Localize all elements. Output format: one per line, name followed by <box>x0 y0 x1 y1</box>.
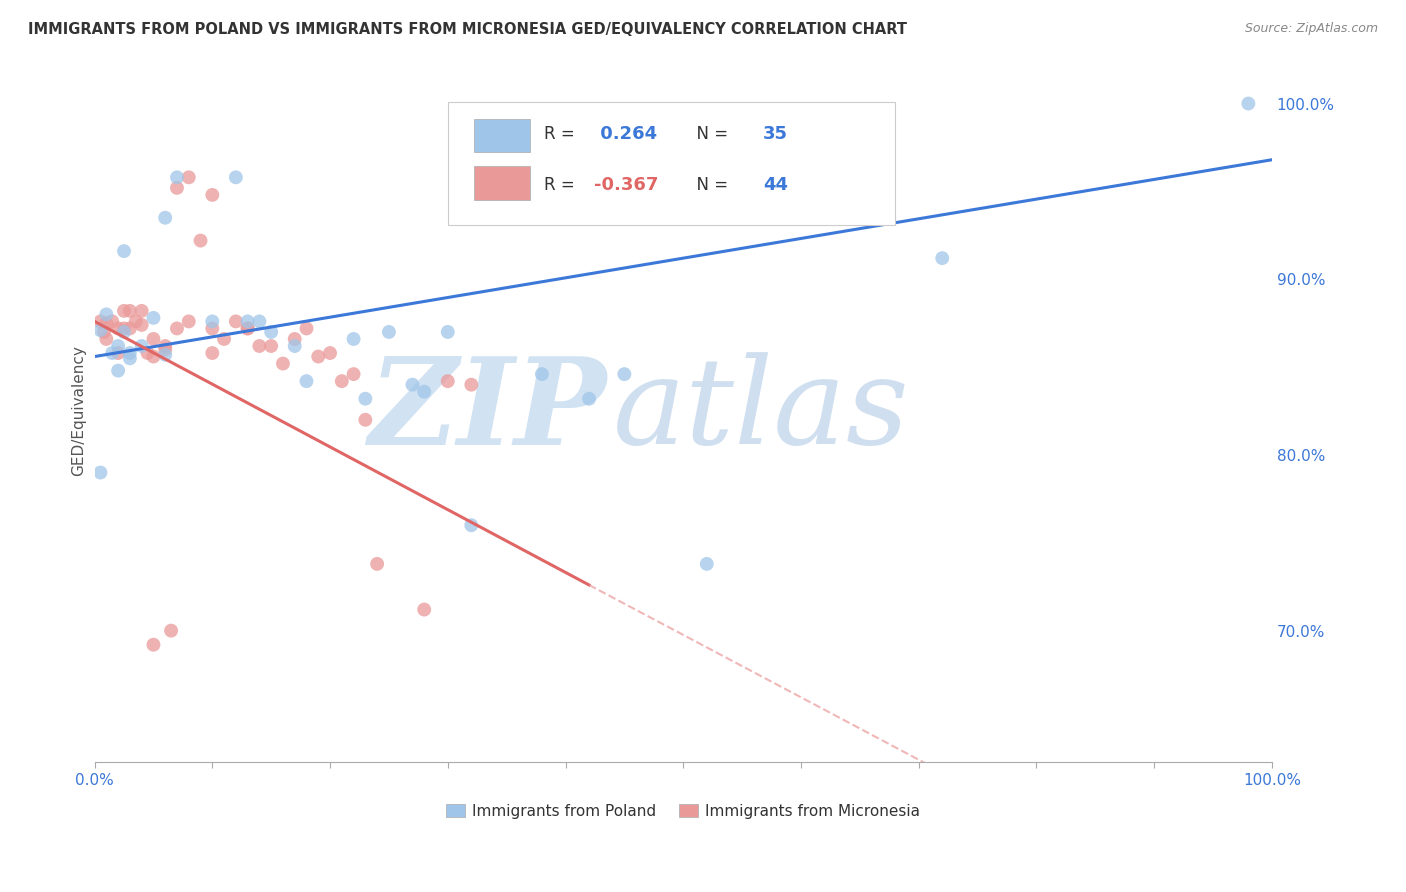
Point <box>225 314 247 328</box>
Point <box>225 170 247 185</box>
Point <box>201 346 224 360</box>
Point <box>96 332 118 346</box>
Point <box>342 367 364 381</box>
Point <box>107 363 129 377</box>
Point <box>378 325 401 339</box>
Text: 0.264: 0.264 <box>593 125 657 143</box>
FancyBboxPatch shape <box>474 167 530 200</box>
Point <box>354 392 377 406</box>
Point <box>696 557 718 571</box>
Point <box>413 384 436 399</box>
Point <box>460 377 482 392</box>
Point <box>260 339 283 353</box>
Point <box>166 321 188 335</box>
Point <box>236 314 259 328</box>
Point <box>107 321 129 335</box>
Point <box>354 413 377 427</box>
Point <box>112 304 135 318</box>
Point <box>307 350 329 364</box>
Point <box>166 181 188 195</box>
Point <box>1237 96 1260 111</box>
Text: R =: R = <box>544 176 581 194</box>
Point <box>436 325 458 339</box>
Point <box>112 321 135 335</box>
FancyBboxPatch shape <box>474 119 530 153</box>
FancyBboxPatch shape <box>447 102 896 225</box>
Point <box>177 314 200 328</box>
Point <box>160 624 183 638</box>
Point <box>101 314 124 328</box>
Point <box>96 316 118 330</box>
Point <box>155 348 177 362</box>
Point <box>136 346 159 360</box>
Point <box>89 466 111 480</box>
Text: Source: ZipAtlas.com: Source: ZipAtlas.com <box>1244 22 1378 36</box>
Point <box>93 325 115 339</box>
Point <box>112 244 135 259</box>
Point <box>155 211 177 225</box>
Point <box>118 304 141 318</box>
Point <box>201 187 224 202</box>
Point <box>96 307 118 321</box>
Point <box>131 339 153 353</box>
Text: -0.367: -0.367 <box>593 176 658 194</box>
Point <box>190 234 212 248</box>
Point <box>142 310 165 325</box>
Point <box>295 321 318 335</box>
Text: N =: N = <box>686 125 733 143</box>
Point <box>201 314 224 328</box>
Point <box>342 332 364 346</box>
Point <box>931 251 953 265</box>
Point <box>142 350 165 364</box>
Point <box>142 638 165 652</box>
Point <box>436 374 458 388</box>
Point <box>284 332 307 346</box>
Point <box>247 314 270 328</box>
Point <box>166 170 188 185</box>
Point <box>118 346 141 360</box>
Point <box>212 332 235 346</box>
Text: atlas: atlas <box>613 352 910 470</box>
Text: 35: 35 <box>763 125 789 143</box>
Point <box>107 339 129 353</box>
Point <box>107 346 129 360</box>
Point <box>131 304 153 318</box>
Point <box>177 170 200 185</box>
Text: R =: R = <box>544 125 581 143</box>
Text: N =: N = <box>686 176 733 194</box>
Point <box>89 314 111 328</box>
Point <box>366 557 388 571</box>
Point <box>112 325 135 339</box>
Text: ZIP: ZIP <box>368 351 607 470</box>
Point <box>201 321 224 335</box>
Point <box>413 602 436 616</box>
Point <box>118 351 141 366</box>
Point <box>155 339 177 353</box>
Point <box>330 374 353 388</box>
Point <box>260 325 283 339</box>
Point <box>284 339 307 353</box>
Point <box>89 323 111 337</box>
Point <box>295 374 318 388</box>
Point <box>613 367 636 381</box>
Point <box>460 518 482 533</box>
Point <box>125 314 148 328</box>
Point <box>578 392 600 406</box>
Point <box>247 339 270 353</box>
Point <box>530 367 553 381</box>
Text: IMMIGRANTS FROM POLAND VS IMMIGRANTS FROM MICRONESIA GED/EQUIVALENCY CORRELATION: IMMIGRANTS FROM POLAND VS IMMIGRANTS FRO… <box>28 22 907 37</box>
Y-axis label: GED/Equivalency: GED/Equivalency <box>72 345 86 476</box>
Point <box>118 321 141 335</box>
Point <box>236 321 259 335</box>
Point <box>319 346 342 360</box>
Point <box>236 321 259 335</box>
Point <box>271 357 294 371</box>
Text: 44: 44 <box>763 176 789 194</box>
Point <box>142 332 165 346</box>
Point <box>101 346 124 360</box>
Point <box>401 377 423 392</box>
Legend: Immigrants from Poland, Immigrants from Micronesia: Immigrants from Poland, Immigrants from … <box>440 797 927 825</box>
Point <box>155 343 177 357</box>
Point <box>131 318 153 332</box>
